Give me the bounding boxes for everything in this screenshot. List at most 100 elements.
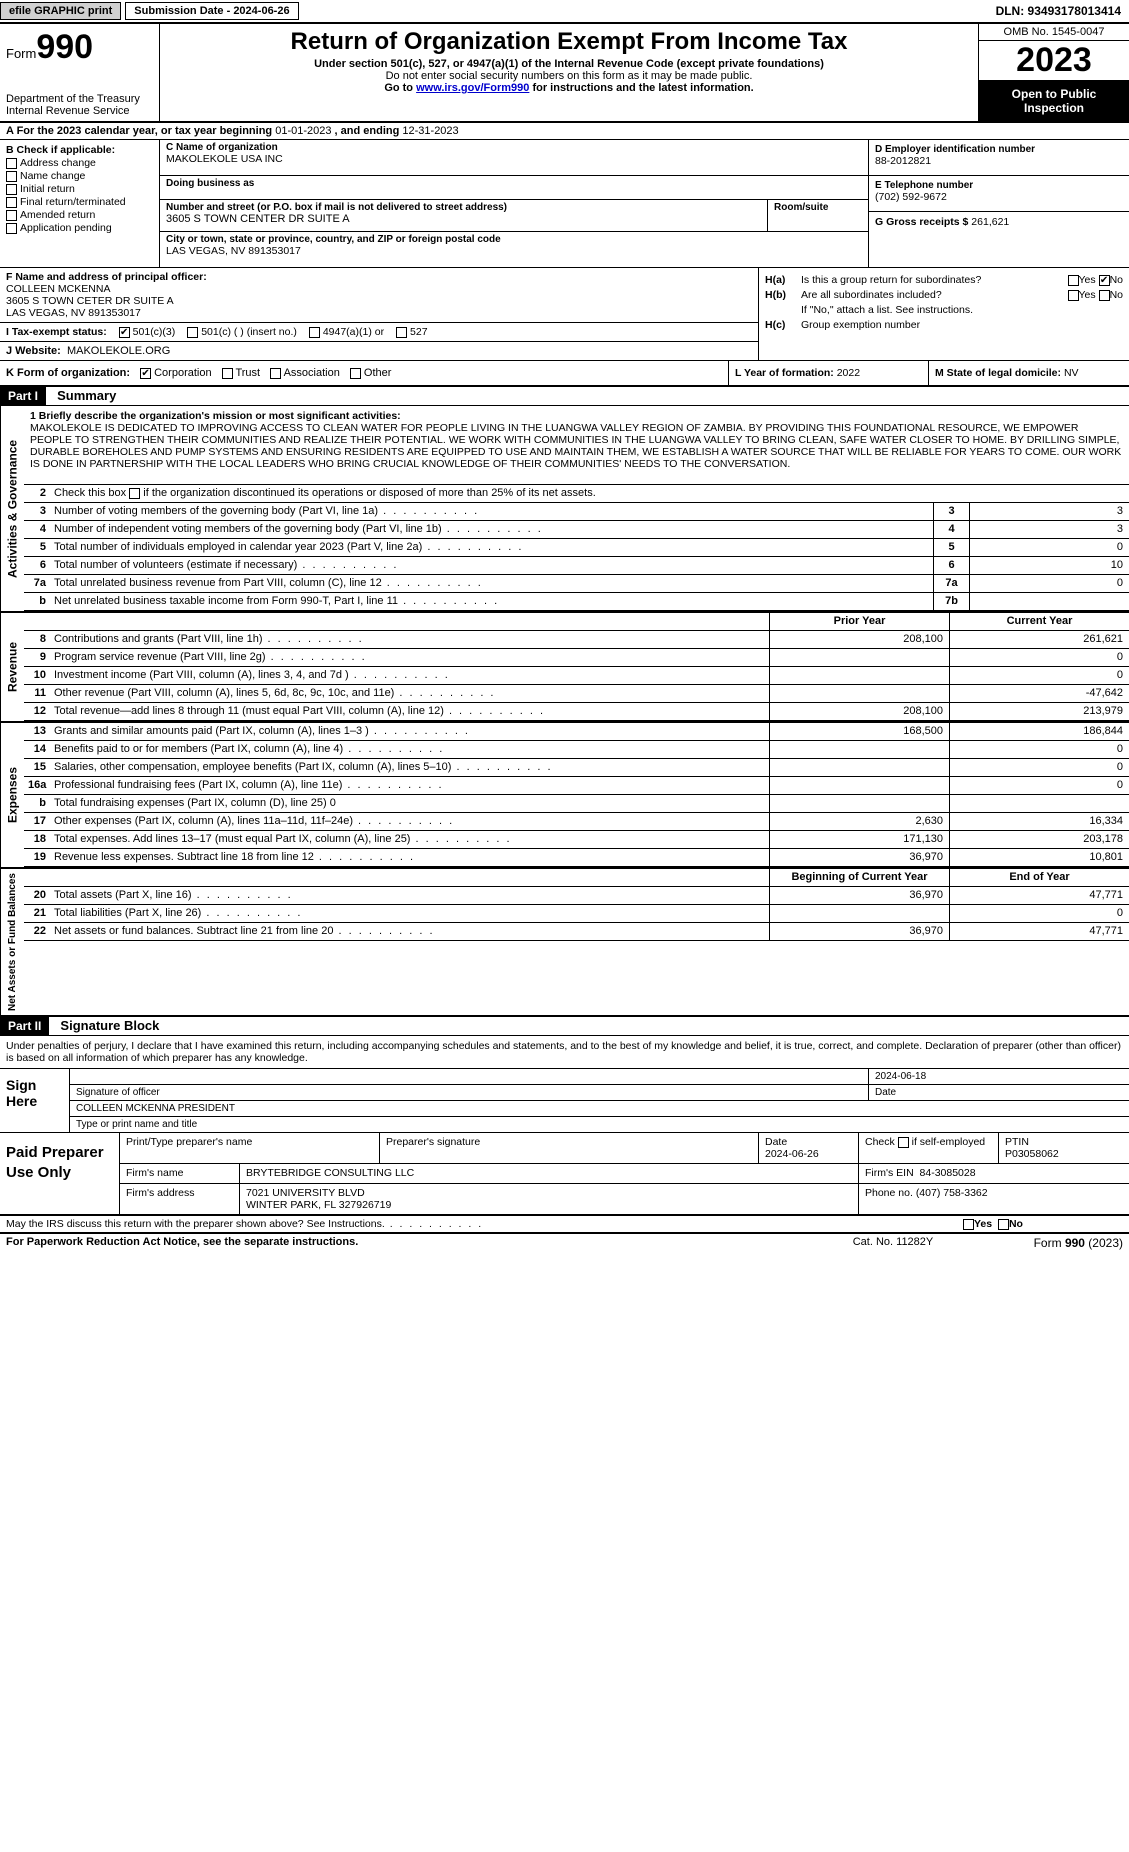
section-f: F Name and address of principal officer:… xyxy=(0,268,758,323)
column-b: B Check if applicable: Address change Na… xyxy=(0,140,160,267)
section-l: L Year of formation: 2022 xyxy=(729,361,929,385)
checkbox-ha-yes[interactable] xyxy=(1068,275,1079,286)
top-bar: efile GRAPHIC print Submission Date - 20… xyxy=(0,0,1129,24)
checkbox-hb-yes[interactable] xyxy=(1068,290,1079,301)
checkbox-association[interactable] xyxy=(270,368,281,379)
firm-phone: (407) 758-3362 xyxy=(916,1187,988,1199)
table-row: 19 Revenue less expenses. Subtract line … xyxy=(24,849,1129,867)
ein: 88-2012821 xyxy=(875,155,1123,167)
form-subtitle-1: Under section 501(c), 527, or 4947(a)(1)… xyxy=(168,58,970,70)
form-subtitle-2: Do not enter social security numbers on … xyxy=(168,70,970,82)
public-inspection-label: Open to Public Inspection xyxy=(979,81,1129,121)
net-assets-section: Net Assets or Fund Balances Beginning of… xyxy=(0,869,1129,1017)
checkbox-line2[interactable] xyxy=(129,488,140,499)
website: MAKOLEKOLE.ORG xyxy=(67,345,170,357)
checkbox-initial-return[interactable] xyxy=(6,184,17,195)
checkbox-501c3[interactable] xyxy=(119,327,130,338)
table-row: 4 Number of independent voting members o… xyxy=(24,521,1129,539)
ptin: P03058062 xyxy=(1005,1148,1059,1160)
expenses-section: Expenses 13 Grants and similar amounts p… xyxy=(0,723,1129,869)
checkbox-527[interactable] xyxy=(396,327,407,338)
table-row: 6 Total number of volunteers (estimate i… xyxy=(24,557,1129,575)
side-label-expenses: Expenses xyxy=(0,723,24,867)
checkbox-501c[interactable] xyxy=(187,327,198,338)
firm-ein: 84-3085028 xyxy=(920,1167,976,1179)
form-title: Return of Organization Exempt From Incom… xyxy=(168,28,970,56)
section-j: J Website: MAKOLEKOLE.ORG xyxy=(0,342,758,360)
side-label-revenue: Revenue xyxy=(0,613,24,721)
table-row: 9 Program service revenue (Part VIII, li… xyxy=(24,649,1129,667)
irs-link[interactable]: www.irs.gov/Form990 xyxy=(416,82,529,94)
mission-box: 1 Briefly describe the organization's mi… xyxy=(24,406,1129,485)
table-row: 5 Total number of individuals employed i… xyxy=(24,539,1129,557)
activities-governance-section: Activities & Governance 1 Briefly descri… xyxy=(0,406,1129,613)
table-row: 7a Total unrelated business revenue from… xyxy=(24,575,1129,593)
table-row: 20 Total assets (Part X, line 16) 36,970… xyxy=(24,887,1129,905)
table-row: 13 Grants and similar amounts paid (Part… xyxy=(24,723,1129,741)
penalty-statement: Under penalties of perjury, I declare th… xyxy=(0,1036,1129,1069)
officer-name: COLLEEN MCKENNA xyxy=(6,283,110,295)
table-row: b Total fundraising expenses (Part IX, c… xyxy=(24,795,1129,813)
org-name: MAKOLEKOLE USA INC xyxy=(166,153,862,165)
section-klm: K Form of organization: Corporation Trus… xyxy=(0,361,1129,387)
org-city: LAS VEGAS, NV 891353017 xyxy=(166,245,862,257)
officer-name-title: COLLEEN MCKENNA PRESIDENT xyxy=(70,1101,1129,1116)
checkbox-name-change[interactable] xyxy=(6,171,17,182)
omb-number: OMB No. 1545-0047 xyxy=(979,24,1129,41)
checkbox-corporation[interactable] xyxy=(140,368,151,379)
org-address: 3605 S TOWN CENTER DR SUITE A xyxy=(166,213,761,225)
side-label-net-assets: Net Assets or Fund Balances xyxy=(0,869,24,1015)
form-header: Form990 Department of the Treasury Inter… xyxy=(0,24,1129,123)
checkbox-hb-no[interactable] xyxy=(1099,290,1110,301)
checkbox-discuss-no[interactable] xyxy=(998,1219,1009,1230)
department-label: Department of the Treasury Internal Reve… xyxy=(6,93,153,117)
part1-header: Part I Summary xyxy=(0,387,1129,406)
sign-here-block: Sign Here 2024-06-18 Signature of office… xyxy=(0,1069,1129,1133)
table-row: 12 Total revenue—add lines 8 through 11 … xyxy=(24,703,1129,721)
checkbox-address-change[interactable] xyxy=(6,158,17,169)
table-row: 21 Total liabilities (Part X, line 26) 0 xyxy=(24,905,1129,923)
table-row: 17 Other expenses (Part IX, column (A), … xyxy=(24,813,1129,831)
room-suite-label: Room/suite xyxy=(768,200,868,231)
efile-print-button[interactable]: efile GRAPHIC print xyxy=(0,2,121,20)
section-k: K Form of organization: Corporation Trus… xyxy=(0,361,729,385)
section-bcd: B Check if applicable: Address change Na… xyxy=(0,140,1129,268)
end-year-header: End of Year xyxy=(949,869,1129,886)
firm-name: BRYTEBRIDGE CONSULTING LLC xyxy=(240,1164,859,1183)
checkbox-discuss-yes[interactable] xyxy=(963,1219,974,1230)
table-row: 16a Professional fundraising fees (Part … xyxy=(24,777,1129,795)
footer-row: For Paperwork Reduction Act Notice, see … xyxy=(0,1234,1129,1252)
section-i: I Tax-exempt status: 501(c)(3) 501(c) ( … xyxy=(0,323,758,342)
current-year-header: Current Year xyxy=(949,613,1129,630)
beginning-year-header: Beginning of Current Year xyxy=(769,869,949,886)
table-row: 10 Investment income (Part VIII, column … xyxy=(24,667,1129,685)
form-subtitle-3: Go to www.irs.gov/Form990 for instructio… xyxy=(168,82,970,94)
mission-text: MAKOLEKOLE IS DEDICATED TO IMPROVING ACC… xyxy=(30,422,1121,470)
table-row: 8 Contributions and grants (Part VIII, l… xyxy=(24,631,1129,649)
table-row: 22 Net assets or fund balances. Subtract… xyxy=(24,923,1129,941)
side-label-governance: Activities & Governance xyxy=(0,406,24,611)
column-c: C Name of organization MAKOLEKOLE USA IN… xyxy=(160,140,869,267)
part2-header: Part II Signature Block xyxy=(0,1017,1129,1036)
checkbox-trust[interactable] xyxy=(222,368,233,379)
table-row: 11 Other revenue (Part VIII, column (A),… xyxy=(24,685,1129,703)
table-row: 14 Benefits paid to or for members (Part… xyxy=(24,741,1129,759)
table-row: 18 Total expenses. Add lines 13–17 (must… xyxy=(24,831,1129,849)
revenue-section: Revenue Prior Year Current Year 8 Contri… xyxy=(0,613,1129,723)
paid-preparer-block: Paid Preparer Use Only Print/Type prepar… xyxy=(0,1133,1129,1216)
checkbox-4947[interactable] xyxy=(309,327,320,338)
prep-date: 2024-06-26 xyxy=(765,1148,819,1160)
dba-label: Doing business as xyxy=(166,178,862,189)
sig-date: 2024-06-18 xyxy=(869,1069,1129,1084)
discuss-row: May the IRS discuss this return with the… xyxy=(0,1216,1129,1234)
prior-year-header: Prior Year xyxy=(769,613,949,630)
dln: DLN: 93493178013414 xyxy=(996,4,1129,18)
section-m: M State of legal domicile: NV xyxy=(929,361,1129,385)
telephone: (702) 592-9672 xyxy=(875,191,1123,203)
checkbox-self-employed[interactable] xyxy=(898,1137,909,1148)
checkbox-final-return[interactable] xyxy=(6,197,17,208)
checkbox-other[interactable] xyxy=(350,368,361,379)
checkbox-ha-no[interactable] xyxy=(1099,275,1110,286)
checkbox-amended-return[interactable] xyxy=(6,210,17,221)
checkbox-application-pending[interactable] xyxy=(6,223,17,234)
